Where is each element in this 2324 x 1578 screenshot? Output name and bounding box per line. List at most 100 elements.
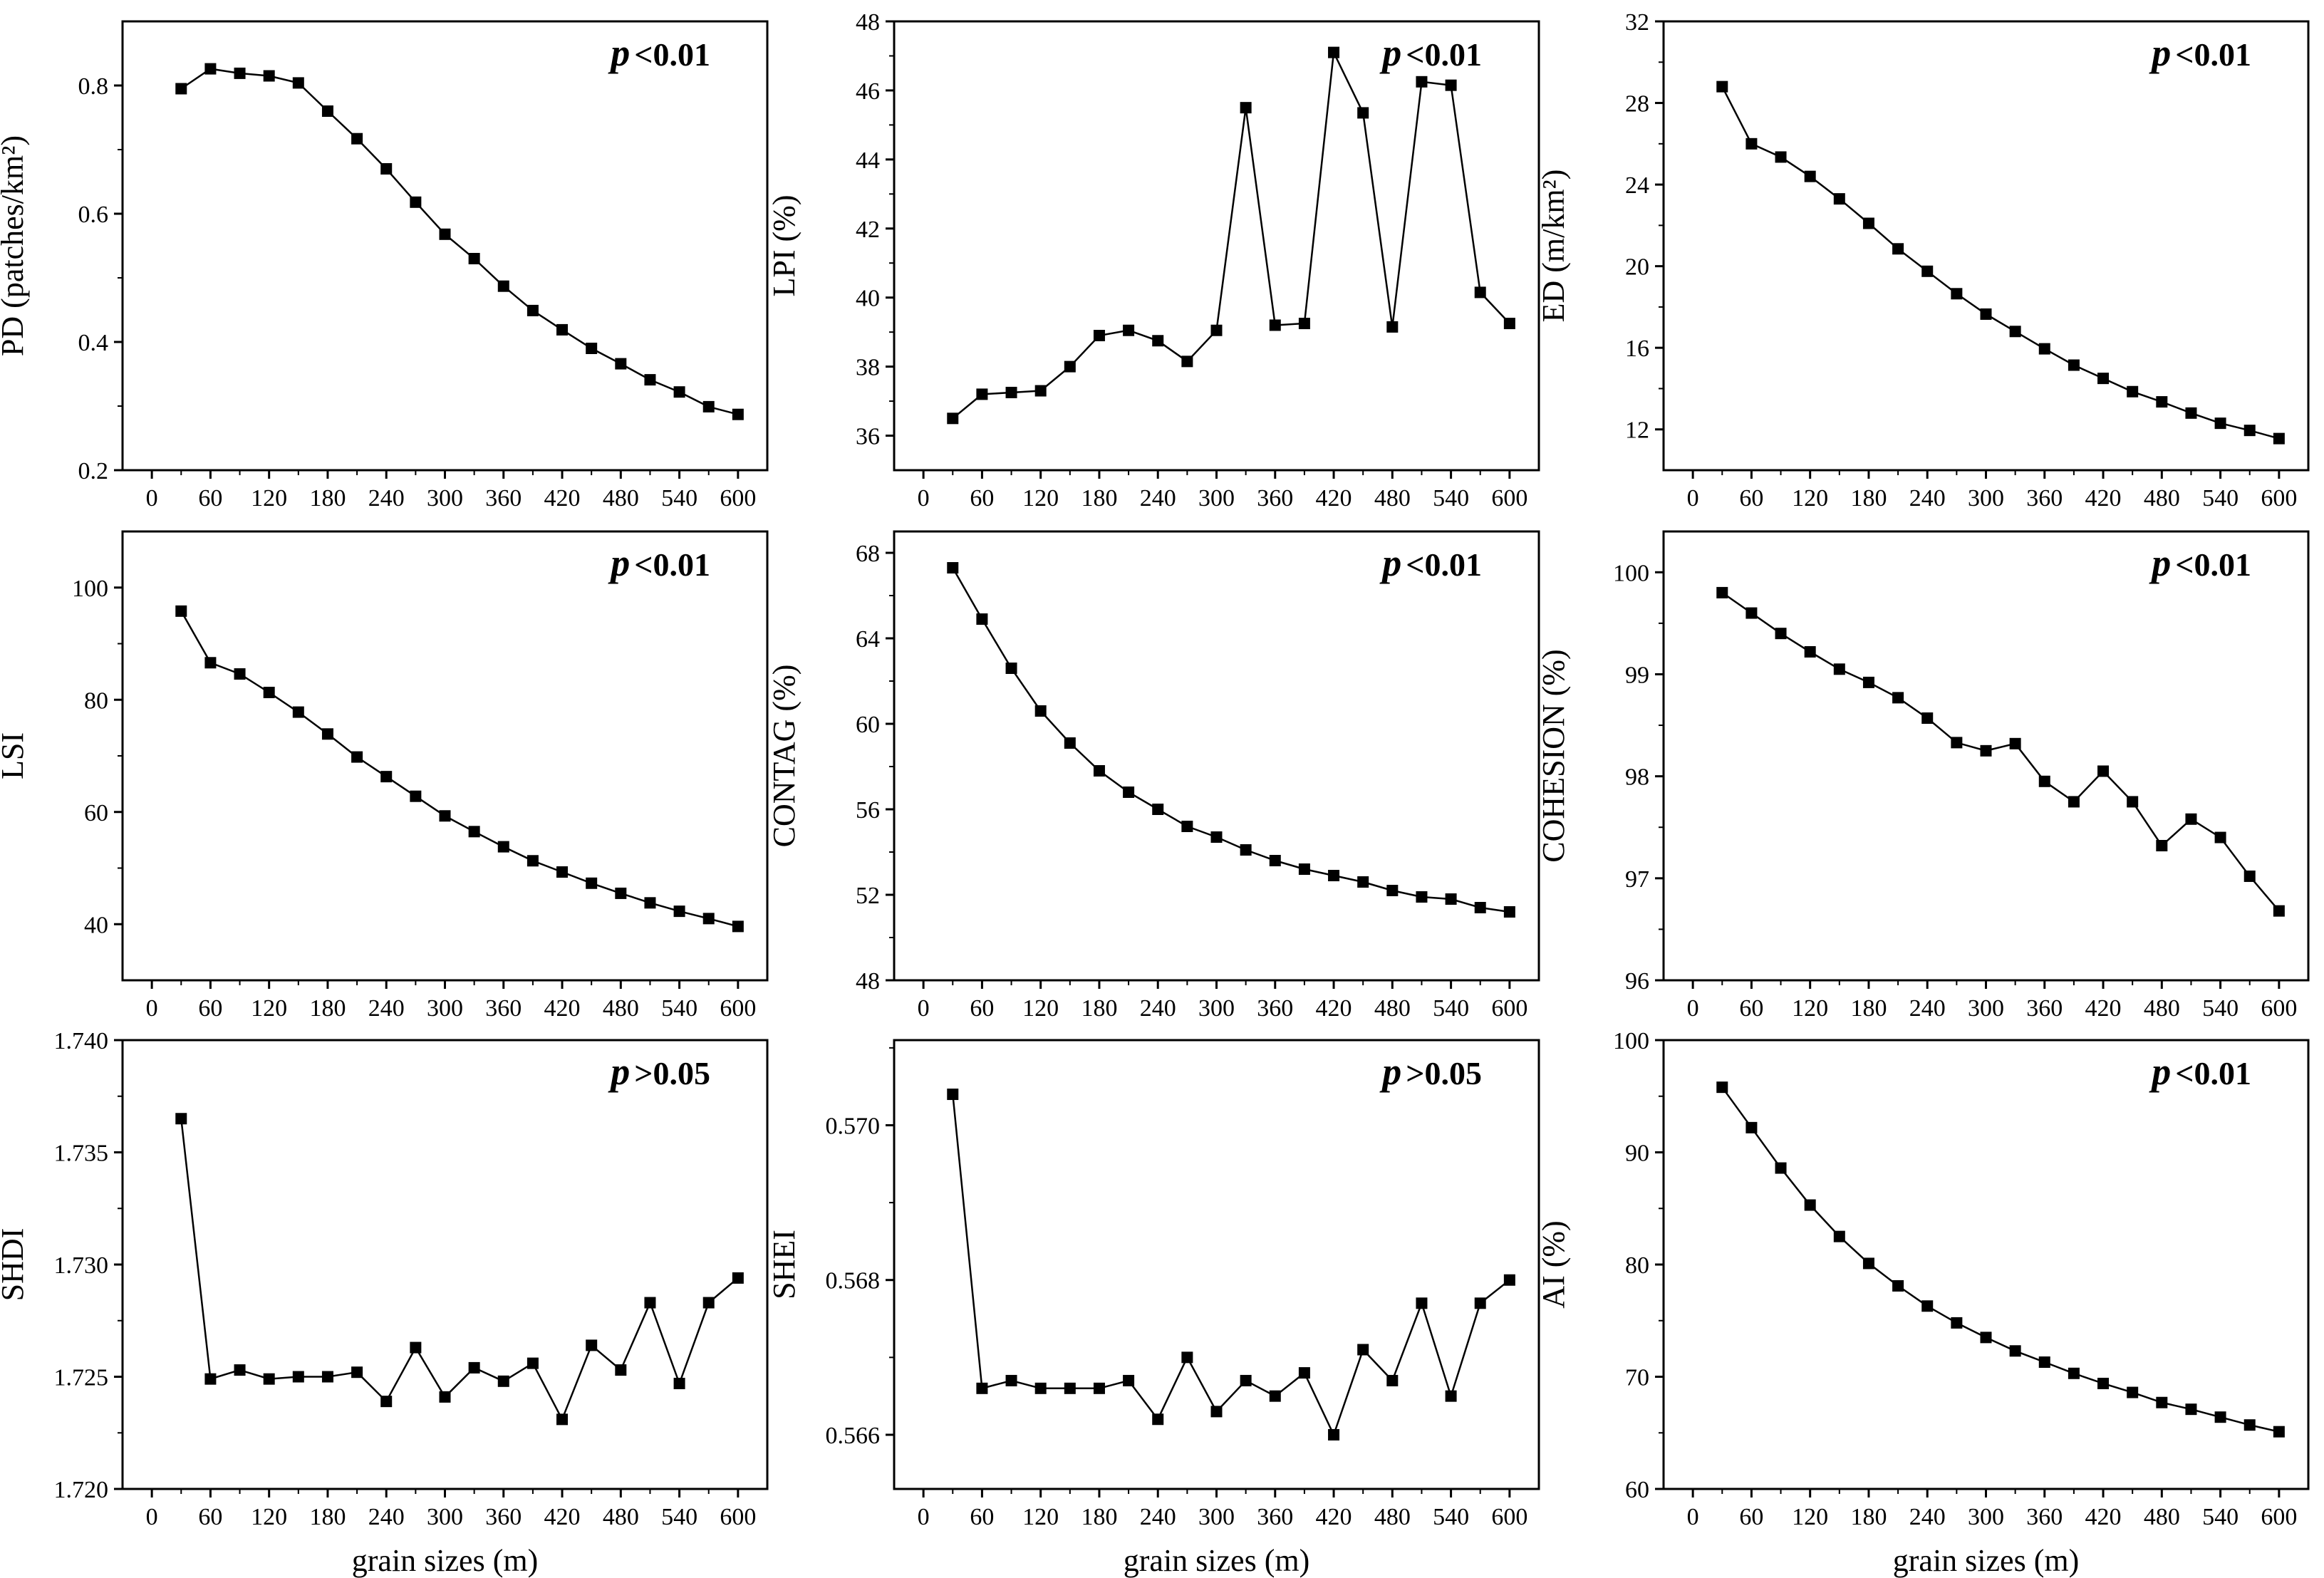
- x-tick-label: 420: [544, 485, 581, 512]
- data-point: [1181, 355, 1193, 368]
- data-point: [2273, 905, 2285, 917]
- x-tick-label: 240: [1140, 485, 1176, 512]
- y-tick-label: 0.570: [826, 1113, 881, 1139]
- data-point: [1862, 217, 1874, 229]
- data-point: [1034, 705, 1047, 717]
- y-tick-label: 20: [1625, 254, 1649, 281]
- data-point: [1416, 1297, 1428, 1309]
- data-point: [2214, 417, 2226, 430]
- x-tick-label: 0: [146, 1504, 158, 1530]
- data-point: [1064, 1382, 1076, 1394]
- x-tick-label: 120: [251, 995, 287, 1022]
- data-point: [1181, 1351, 1193, 1364]
- x-tick-label: 360: [485, 995, 522, 1022]
- x-tick-label: 300: [1968, 485, 2004, 512]
- data-point: [1298, 1367, 1310, 1379]
- data-point: [380, 771, 393, 783]
- x-axis-label: grain sizes (m): [352, 1543, 538, 1578]
- data-point: [1474, 1297, 1486, 1309]
- data-point: [1833, 1230, 1845, 1242]
- x-tick-label: 240: [368, 995, 405, 1022]
- x-tick-label: 180: [1081, 995, 1117, 1022]
- data-point: [234, 1364, 246, 1376]
- data-point: [439, 1391, 451, 1403]
- data-point: [1034, 385, 1047, 397]
- data-point: [2127, 1386, 2139, 1398]
- data-point: [1745, 607, 1758, 619]
- y-tick-label: 1.735: [54, 1141, 109, 1167]
- data-point: [702, 913, 715, 925]
- data-point: [204, 657, 217, 669]
- x-tick-label: 240: [1140, 1504, 1176, 1530]
- data-point: [2243, 1419, 2256, 1431]
- x-tick-label: 540: [2202, 1504, 2239, 1530]
- p-value-annotation: p <0.01: [2149, 31, 2251, 74]
- x-tick-label: 360: [1257, 1504, 1293, 1530]
- x-tick-label: 120: [1022, 1504, 1059, 1530]
- x-tick-label: 420: [1316, 995, 1352, 1022]
- x-tick-label: 600: [720, 1504, 756, 1530]
- x-tick-label: 480: [1374, 1504, 1411, 1530]
- p-value-annotation: p >0.05: [1379, 1050, 1482, 1093]
- data-point: [1745, 137, 1758, 150]
- p-value-annotation: p <0.01: [1379, 541, 1482, 584]
- x-tick-label: 360: [1257, 995, 1293, 1022]
- data-point: [1445, 79, 1457, 91]
- data-point: [263, 687, 275, 699]
- data-point: [1386, 321, 1399, 333]
- data-point: [1357, 1344, 1369, 1356]
- x-tick-label: 360: [485, 485, 522, 512]
- y-tick-label: 56: [856, 797, 880, 824]
- y-tick-label: 90: [1625, 1141, 1649, 1167]
- x-tick-label: 60: [970, 1504, 994, 1530]
- data-point: [2185, 407, 2197, 419]
- data-point: [1328, 870, 1340, 881]
- data-point: [1921, 265, 1934, 277]
- data-point: [586, 343, 598, 354]
- data-point: [2185, 1403, 2197, 1416]
- data-point: [1093, 765, 1105, 777]
- data-point: [2243, 425, 2256, 437]
- plot-frame: [1662, 1039, 2310, 1490]
- data-point: [556, 323, 569, 336]
- x-tick-label: 420: [544, 1504, 581, 1530]
- x-tick-label: 240: [368, 1504, 405, 1530]
- plot-frame: [121, 20, 769, 472]
- series-line: [1721, 86, 2280, 440]
- p-value-annotation: p <0.01: [608, 31, 710, 74]
- data-point: [2273, 1426, 2285, 1438]
- data-point: [556, 1413, 569, 1426]
- x-tick-label: 180: [309, 995, 346, 1022]
- series-line: [1721, 1086, 2280, 1433]
- x-tick-label: 600: [2261, 1504, 2297, 1530]
- data-point: [2009, 1345, 2021, 1357]
- panel-ai: 0 60 120 180 240 300 360 420 480 540 600 60 70 80 90 10…: [1536, 1028, 2310, 1578]
- data-point: [2156, 840, 2168, 851]
- data-point: [2127, 796, 2139, 808]
- data-point: [2097, 373, 2110, 385]
- y-tick-label: 1.730: [54, 1252, 109, 1279]
- data-point: [1474, 286, 1486, 299]
- y-tick-label: 44: [856, 147, 880, 174]
- data-point: [673, 386, 685, 398]
- data-point: [1745, 1121, 1758, 1133]
- x-tick-label: 540: [1433, 995, 1469, 1022]
- data-point: [1833, 663, 1845, 675]
- data-point: [1064, 360, 1076, 373]
- x-tick-label: 420: [2085, 995, 2122, 1022]
- data-point: [2243, 870, 2256, 882]
- data-point: [351, 751, 363, 763]
- y-tick-label: 60: [84, 800, 108, 826]
- data-point: [1892, 692, 1904, 704]
- x-tick-label: 0: [1687, 1504, 1699, 1530]
- data-point: [1210, 324, 1223, 336]
- y-tick-label: 40: [84, 912, 108, 938]
- x-tick-label: 480: [2144, 485, 2180, 512]
- series-line: [952, 49, 1510, 420]
- x-tick-label: 60: [970, 995, 994, 1022]
- p-value-annotation: p >0.05: [608, 1050, 710, 1093]
- plot-frame: [893, 1039, 1540, 1490]
- data-point: [1716, 1081, 1728, 1094]
- y-tick-label: 0.2: [78, 458, 109, 484]
- y-tick-label: 0.568: [826, 1268, 881, 1294]
